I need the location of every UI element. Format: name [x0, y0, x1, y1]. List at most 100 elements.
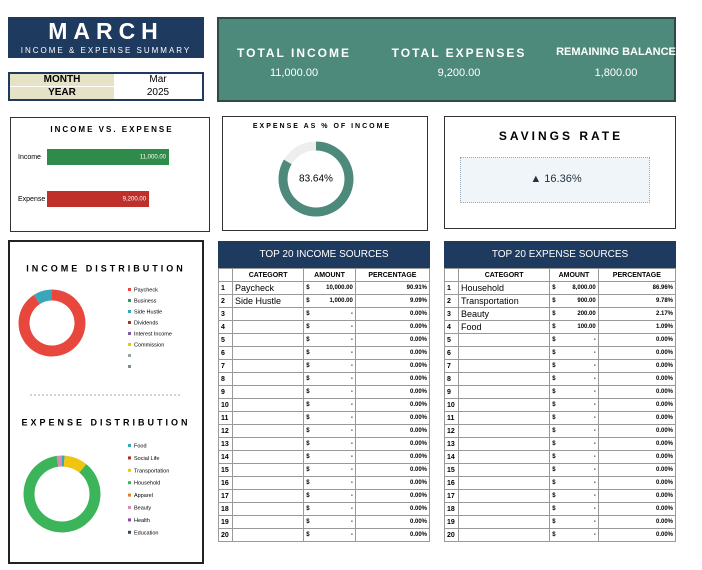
legend-swatch — [128, 493, 131, 497]
table-row: 10 $ -0.00% — [444, 398, 677, 412]
donut-label: 83.64% — [299, 174, 333, 185]
cell: 0.00% — [597, 463, 677, 477]
table-row: 3 Beauty $200.00 2.17% — [444, 307, 677, 321]
legend-label: Health — [134, 518, 150, 524]
legend-swatch — [128, 365, 131, 368]
table-row: 7 $ -0.00% — [218, 359, 431, 373]
legend-label: Education — [134, 530, 158, 536]
category-label: Expense — [18, 196, 45, 203]
pie-slice — [23, 455, 101, 533]
legend-label: Interest Income — [134, 331, 172, 337]
table-title: TOP 20 EXPENSE SOURCES — [444, 241, 676, 268]
expense-table: CATEGORT AMOUNT PERCENTAGE 1 Household $8,000… — [444, 268, 677, 542]
label: YEAR — [10, 87, 114, 99]
legend-label: Transportation — [134, 468, 169, 474]
header-row: CATEGORT AMOUNT PERCENTAGE — [218, 268, 431, 282]
total-value: 11,000.00 — [269, 67, 319, 79]
total-label: TOTAL EXPENSES — [391, 46, 527, 60]
header-row: CATEGORT AMOUNT PERCENTAGE — [444, 268, 677, 282]
table-row: 8 $ -0.00% — [444, 372, 677, 386]
table-row: 7 $ -0.00% — [444, 359, 677, 373]
cell: 20 — [444, 528, 459, 542]
table-row: 18 $ -0.00% — [444, 502, 677, 516]
legend-label: Apparel — [134, 493, 153, 499]
table-row: 15 $ -0.00% — [444, 463, 677, 477]
month-year: MONTH Mar YEAR 2025 — [8, 72, 204, 101]
legend-swatch — [128, 321, 131, 324]
donut-arc — [278, 141, 354, 217]
table-row: 20 $ -0.00% — [218, 528, 431, 542]
income-table: CATEGORT AMOUNT PERCENTAGE 1 Paycheck $10,000… — [218, 268, 431, 542]
cell: 0.00% — [354, 528, 431, 542]
legend-swatch — [128, 481, 131, 485]
legend-swatch — [128, 299, 131, 302]
legend-swatch — [128, 354, 131, 357]
table-row: 13 $ -0.00% — [444, 437, 677, 451]
total-label: REMAINING BALANCE — [556, 46, 676, 58]
legend-label: Commission — [134, 342, 164, 348]
totals-panel: TOTAL INCOME 11,000.00 TOTAL EXPENSES 9,… — [217, 17, 676, 102]
legend-label: Dividends — [134, 320, 158, 326]
category-label: Income — [18, 154, 41, 161]
cell — [231, 528, 305, 542]
table-row: 17 $ -0.00% — [444, 489, 677, 503]
legend-swatch — [128, 518, 131, 522]
legend-label: Food — [134, 443, 147, 449]
value: Mar — [149, 74, 167, 85]
legend-swatch — [128, 332, 131, 335]
savings-title: SAVINGS RATE — [498, 129, 624, 143]
pie-slice — [18, 289, 86, 357]
legend-swatch — [128, 468, 131, 472]
legend-swatch — [128, 310, 131, 313]
savings-card: ▲ 16.36% — [460, 157, 650, 203]
table-row: 11 $ -0.00% — [444, 411, 677, 425]
legend-label: Business — [134, 298, 157, 304]
table-row: 9 $ -0.00% — [444, 385, 677, 399]
total-value: 1,800.00 — [594, 67, 638, 79]
bar — [47, 191, 150, 207]
legend-label: Household — [134, 481, 160, 487]
legend-label: Social Life — [134, 456, 159, 462]
table-row: 20 $ -0.00% — [444, 528, 677, 542]
label: MONTH — [10, 74, 114, 86]
chart-title: INCOME VS. EXPENSE — [50, 125, 173, 134]
legend-swatch — [128, 444, 131, 447]
table-row: 2 Side Hustle $1,000.00 9.09% — [218, 294, 431, 308]
legend-swatch — [128, 530, 131, 534]
table-row: 1 Household $8,000.00 86.96% — [444, 281, 677, 295]
table-row: 4 Food $100.00 1.09% — [444, 320, 677, 334]
legend-swatch — [128, 343, 131, 346]
savings-panel: SAVINGS RATE ▲ 16.36% — [444, 116, 676, 229]
legend-swatch — [128, 456, 131, 460]
chart-title: EXPENSE AS % OF INCOME — [253, 123, 391, 130]
cell: $ — [549, 528, 558, 542]
legend-swatch — [128, 506, 131, 509]
panel — [222, 116, 428, 231]
value-label: 11,000.00 — [140, 155, 167, 161]
table-row: 11 $ -0.00% — [218, 411, 431, 425]
bar — [47, 149, 169, 165]
savings-value: ▲ 16.36% — [530, 173, 582, 185]
legend-label: Side Hustle — [134, 309, 162, 315]
cell — [457, 528, 551, 542]
table-title: TOP 20 INCOME SOURCES — [218, 241, 430, 268]
chart-title: INCOME DISTRIBUTION — [26, 263, 186, 273]
total-label: TOTAL INCOME — [237, 46, 351, 60]
legend-label: Paycheck — [134, 287, 158, 293]
table-row: 10 $ -0.00% — [218, 398, 431, 412]
table-row: 16 $ -0.00% — [218, 476, 431, 490]
value-label: 9,200.00 — [123, 197, 147, 203]
cell: 0.00% — [597, 528, 677, 542]
distribution-panel — [8, 240, 204, 564]
value: 2025 — [146, 87, 170, 98]
legend-swatch — [128, 288, 131, 291]
legend-label: Beauty — [134, 505, 151, 511]
title: MARCH — [48, 18, 164, 44]
cell: $ — [303, 528, 312, 542]
table-row: 15 $ -0.00% — [218, 463, 431, 477]
subtitle: INCOME & EXPENSE SUMMARY — [20, 46, 192, 55]
panel — [10, 117, 210, 232]
pie-slice — [33, 289, 53, 305]
